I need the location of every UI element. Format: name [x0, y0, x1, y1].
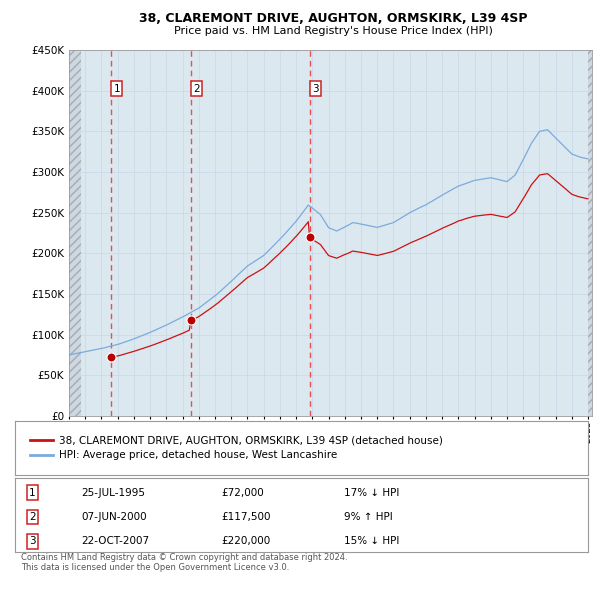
Text: £220,000: £220,000 [221, 536, 271, 546]
Text: 15% ↓ HPI: 15% ↓ HPI [344, 536, 400, 546]
Text: 9% ↑ HPI: 9% ↑ HPI [344, 512, 393, 522]
Text: £117,500: £117,500 [221, 512, 271, 522]
Text: 25-JUL-1995: 25-JUL-1995 [81, 488, 145, 497]
Text: 17% ↓ HPI: 17% ↓ HPI [344, 488, 400, 497]
Bar [69, 50, 81, 416]
Text: 1: 1 [113, 84, 120, 94]
Bar [588, 50, 592, 416]
Text: £72,000: £72,000 [221, 488, 264, 497]
Text: 1: 1 [29, 488, 35, 497]
Text: 2: 2 [193, 84, 200, 94]
Legend: 38, CLAREMONT DRIVE, AUGHTON, ORMSKIRK, L39 4SP (detached house), HPI: Average p: 38, CLAREMONT DRIVE, AUGHTON, ORMSKIRK, … [26, 431, 448, 464]
Text: 3: 3 [312, 84, 319, 94]
Text: 07-JUN-2000: 07-JUN-2000 [81, 512, 146, 522]
Text: 2: 2 [29, 512, 35, 522]
Text: 22-OCT-2007: 22-OCT-2007 [81, 536, 149, 546]
Text: 38, CLAREMONT DRIVE, AUGHTON, ORMSKIRK, L39 4SP: 38, CLAREMONT DRIVE, AUGHTON, ORMSKIRK, … [139, 12, 527, 25]
Text: Contains HM Land Registry data © Crown copyright and database right 2024.
This d: Contains HM Land Registry data © Crown c… [21, 553, 347, 572]
Text: Price paid vs. HM Land Registry's House Price Index (HPI): Price paid vs. HM Land Registry's House … [173, 26, 493, 36]
Text: 3: 3 [29, 536, 35, 546]
